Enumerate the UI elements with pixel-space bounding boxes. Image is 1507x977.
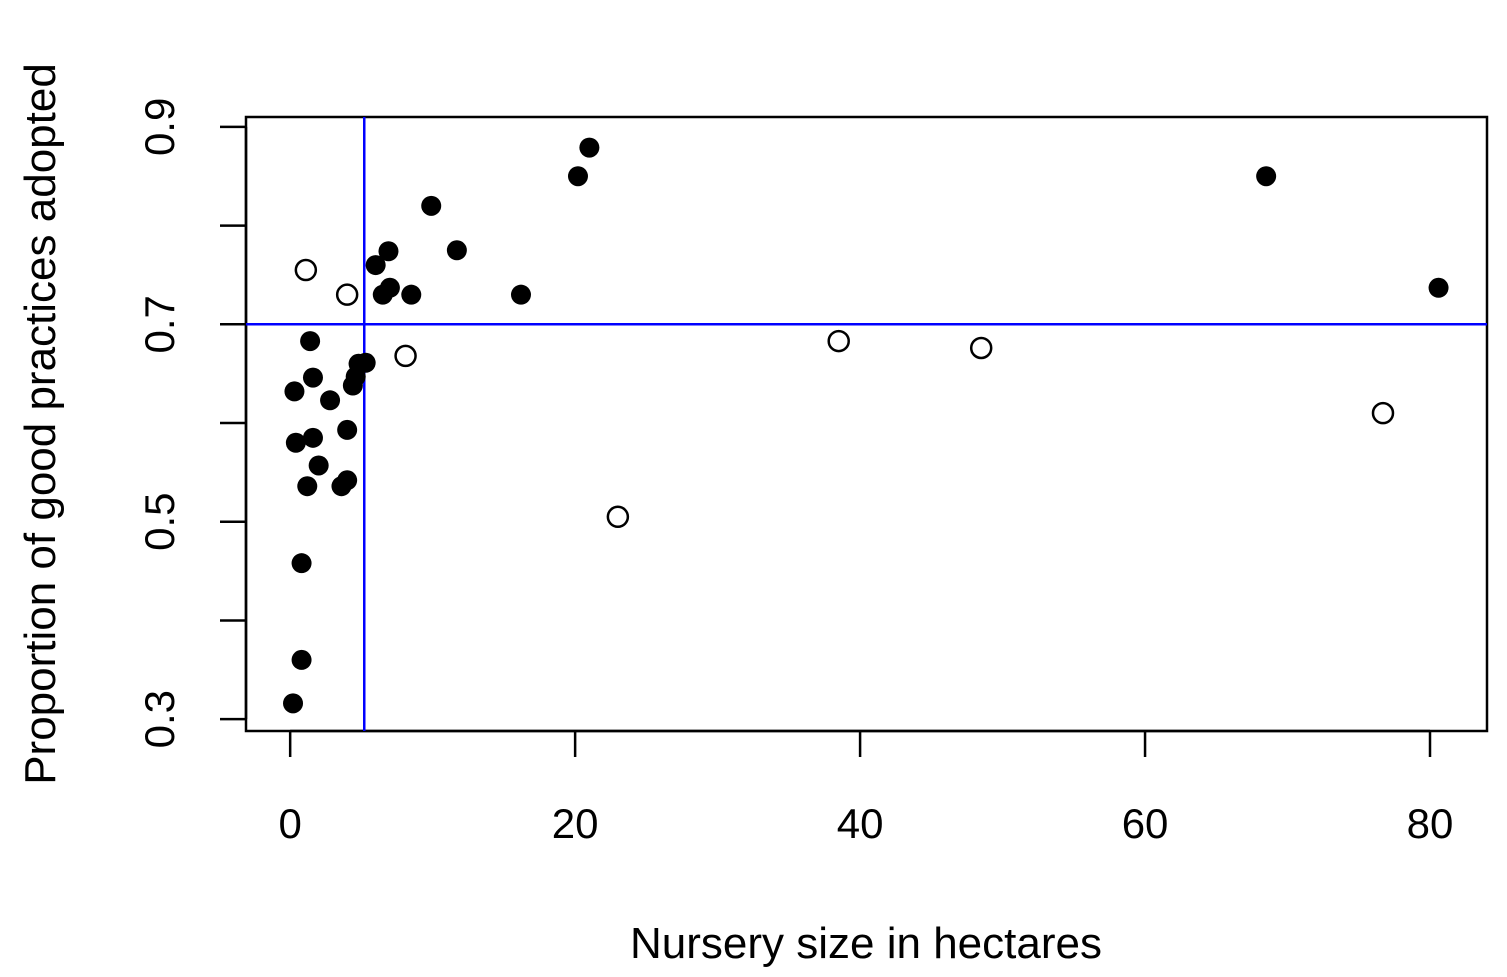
filled-point (421, 195, 442, 216)
filled-point (446, 240, 467, 261)
filled-point (302, 427, 323, 448)
x-tick-label: 80 (1407, 800, 1454, 847)
filled-point (337, 470, 358, 491)
x-tick-label: 0 (278, 800, 301, 847)
data-points (283, 137, 1449, 714)
filled-point (302, 367, 323, 388)
filled-point (297, 476, 318, 497)
filled-point (379, 277, 400, 298)
open-point (294, 258, 318, 282)
reference-lines (246, 117, 1487, 731)
x-tick-label: 40 (837, 800, 884, 847)
filled-point (401, 284, 422, 305)
y-tick-label: 0.7 (136, 295, 183, 353)
x-axis: 0 20 40 60 80 (278, 729, 1454, 847)
open-point (335, 283, 359, 306)
filled-point (283, 693, 304, 714)
filled-point (320, 390, 341, 411)
open-point (606, 505, 630, 529)
filled-point (1428, 277, 1449, 298)
x-tick-label: 20 (552, 800, 599, 847)
x-tick-label: 60 (1122, 800, 1169, 847)
y-tick-label: 0.3 (136, 690, 183, 748)
y-tick-label: 0.9 (136, 98, 183, 156)
filled-point (510, 284, 531, 305)
filled-point (579, 137, 600, 158)
y-axis: 0.3 0.5 0.7 0.9 (136, 98, 248, 748)
filled-point (365, 255, 386, 276)
y-tick-label: 0.5 (136, 493, 183, 551)
open-point (1371, 401, 1395, 425)
y-axis-title: Proportion of good practices adopted (16, 63, 65, 785)
filled-point (355, 352, 376, 373)
filled-point (300, 331, 321, 352)
filled-point (285, 432, 306, 453)
filled-point (1256, 166, 1277, 187)
filled-point (337, 419, 358, 440)
filled-point (291, 553, 312, 574)
filled-point (308, 455, 329, 476)
x-axis-title: Nursery size in hectares (630, 919, 1102, 968)
open-point (394, 344, 417, 368)
open-point (969, 336, 993, 360)
filled-point (291, 649, 312, 670)
filled-point (284, 381, 305, 402)
filled-point (378, 241, 399, 262)
filled-point (567, 166, 588, 187)
open-point (827, 329, 850, 353)
